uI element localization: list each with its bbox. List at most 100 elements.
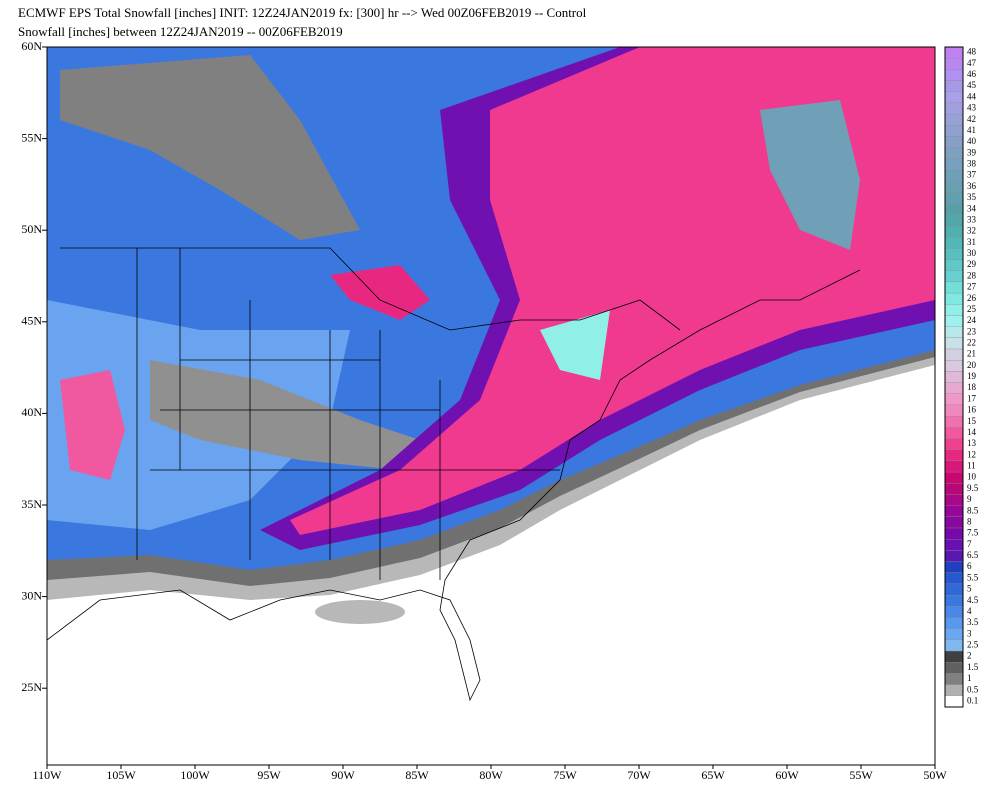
colorbar-label: 48 [967,47,977,57]
colorbar-label: 17 [967,393,977,403]
colorbar-label: 40 [967,136,977,146]
colorbar-label: 7 [967,539,972,549]
colorbar-swatch [944,673,964,685]
colorbar-label: 25 [967,304,977,314]
colorbar-swatch [944,684,964,696]
colorbar-label: 31 [967,237,976,247]
lon-label: 85W [405,768,429,782]
colorbar-swatch [944,113,964,126]
colorbar-label: 19 [967,371,977,381]
colorbar-label: 18 [967,382,977,392]
colorbar-label: 32 [967,226,976,236]
coastline [47,269,861,702]
colorbar-label: 15 [967,416,977,426]
colorbar-swatch [944,617,964,629]
lon-label: 55W [849,768,873,782]
snow-gray-nw [60,55,360,240]
colorbar-label: 1 [967,673,972,683]
colorbar-label: 36 [967,181,977,191]
colorbar-label: 21 [967,349,976,359]
colorbar-swatch [944,539,964,551]
colorbar-label: 35 [967,192,977,202]
colorbar-swatch [944,483,964,495]
us-canada-border [60,247,681,331]
lat-label: 60N [21,39,42,53]
colorbar-label: 11 [967,461,976,471]
lon-label: 70W [627,768,651,782]
colorbar-swatch [944,662,964,674]
colorbar-swatch [944,102,964,115]
state-lines [136,248,560,580]
colorbar-label: 37 [967,170,977,180]
colorbar-label: 42 [967,114,976,124]
colorbar-swatch [944,270,964,283]
colorbar-swatch [944,237,964,249]
colorbar-swatch [944,371,964,383]
colorbar-swatch [944,550,964,562]
colorbar-swatch [944,639,964,652]
colorbar-label: 24 [967,315,977,325]
colorbar-label: 47 [967,58,977,68]
lat-label: 45N [21,314,42,328]
snow-steel [760,100,860,250]
colorbar-label: 26 [967,293,977,303]
colorbar-swatch [944,348,964,361]
lon-label: 60W [775,768,799,782]
colorbar-label: 0.5 [967,684,979,694]
colorbar-swatch [944,516,964,529]
colorbar-frame [944,46,964,708]
colorbar-swatch [944,382,964,394]
lon-label: 105W [106,768,136,782]
colorbar-swatch [944,494,964,506]
lat-label: 35N [21,497,42,511]
colorbar-label: 4.5 [967,595,979,605]
colorbar-swatch [944,158,964,171]
colorbar-label: 45 [967,80,977,90]
colorbar-swatch [944,136,964,148]
colorbar-label: 29 [967,259,977,269]
colorbar-swatch [944,360,964,372]
colorbar-label: 2 [967,651,972,661]
colorbar-swatch [944,315,964,327]
colorbar-label: 41 [967,125,976,135]
colorbar-label: 9.5 [967,483,979,493]
colorbar-swatch [944,91,964,104]
colorbar-swatch [944,326,964,338]
colorbar-label: 3 [967,628,972,638]
snow-cyan [540,310,610,380]
colorbar-swatch [944,561,964,573]
title: ECMWF EPS Total Snowfall [inches] INIT: … [18,5,587,20]
colorbar-swatch [944,527,964,540]
colorbar-label: 22 [967,338,976,348]
colorbar-swatch [944,505,964,517]
colorbar-label: 27 [967,282,977,292]
colorbar-swatch [944,438,964,450]
colorbar-swatch [944,628,964,641]
colorbar-label: 33 [967,214,977,224]
colorbar-label: 39 [967,147,977,157]
colorbar-swatch [944,46,964,59]
colorbar-label: 13 [967,438,977,448]
colorbar-label: 7.5 [967,528,979,538]
colorbar-label: 28 [967,270,977,280]
colorbar-label: 3.5 [967,617,979,627]
colorbar-label: 2.5 [967,640,979,650]
colorbar-swatch [944,583,964,596]
lon-label: 100W [180,768,210,782]
lon-label: 80W [479,768,503,782]
lat-label: 40N [21,405,42,419]
colorbar-label: 46 [967,69,977,79]
snow-gray-plains [150,360,420,470]
colorbar-swatch [944,169,964,182]
snow-magenta-rockies [60,370,125,480]
colorbar-label: 6.5 [967,550,979,560]
map [47,47,935,765]
colorbar-label: 5.5 [967,572,979,582]
colorbar-swatch [944,449,964,462]
colorbar-swatch [944,594,964,607]
colorbar-label: 38 [967,159,977,169]
subtitle: Snowfall [inches] between 12Z24JAN2019 -… [18,24,343,39]
lon-label: 50W [923,768,947,782]
colorbar-swatch [944,606,964,618]
